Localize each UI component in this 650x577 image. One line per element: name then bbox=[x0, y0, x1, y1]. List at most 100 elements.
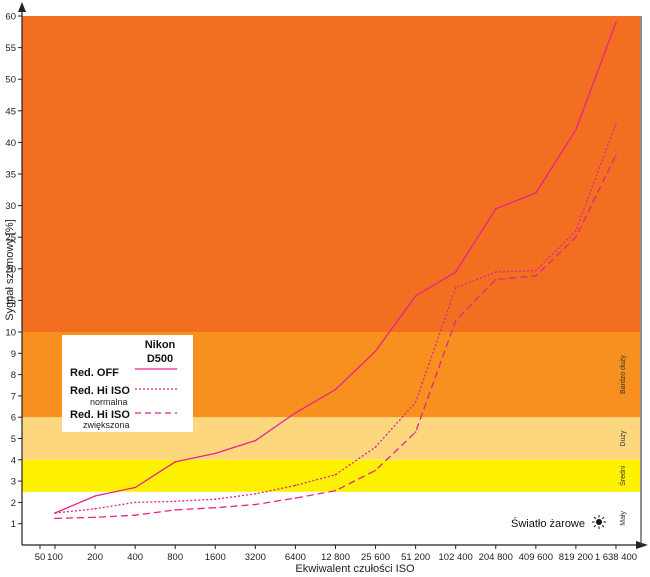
x-tick-label: 1600 bbox=[205, 552, 226, 563]
x-tick-label: 3200 bbox=[245, 552, 266, 563]
x-tick-label: 50 bbox=[35, 552, 46, 563]
series-line-dashed bbox=[54, 154, 617, 520]
x-tick-label: 100 bbox=[47, 552, 63, 563]
y-tick-label: 50 bbox=[5, 75, 16, 86]
y-tick-label: 10 bbox=[5, 328, 16, 339]
data-point bbox=[575, 230, 577, 232]
y-tick-label: 60 bbox=[5, 12, 16, 23]
y-tick-label: 25 bbox=[5, 233, 16, 244]
data-point bbox=[174, 509, 177, 511]
y-tick-label: 2 bbox=[11, 498, 16, 509]
legend-label-hi-iso-normal: Red. Hi ISO bbox=[70, 385, 130, 397]
y-axis-title: Sygnał szumowy [%] bbox=[4, 219, 16, 320]
data-point bbox=[575, 236, 577, 238]
data-point bbox=[54, 512, 56, 514]
y-axis-arrow-icon bbox=[18, 2, 26, 12]
legend-label-hi-iso-increased: Red. Hi ISO bbox=[70, 409, 130, 421]
y-tick-label: 7 bbox=[11, 391, 16, 402]
y-tick-label: 4 bbox=[11, 455, 16, 466]
y-tick-label: 55 bbox=[5, 43, 16, 54]
x-tick-label: 200 bbox=[87, 552, 103, 563]
y-tick-label: 15 bbox=[5, 296, 16, 307]
data-point bbox=[254, 503, 257, 506]
x-tick-label: 25 600 bbox=[361, 552, 390, 563]
data-point bbox=[54, 517, 56, 520]
data-point bbox=[535, 269, 537, 272]
legend-box bbox=[62, 335, 193, 432]
x-tick-label: 6400 bbox=[285, 552, 306, 563]
data-point bbox=[94, 495, 96, 497]
data-point bbox=[615, 154, 617, 156]
annotation-light-source: Światło żarowe bbox=[511, 517, 585, 530]
y-tick-label: 35 bbox=[5, 170, 16, 181]
data-point bbox=[374, 350, 377, 352]
x-tick-label: 204 800 bbox=[479, 552, 513, 563]
data-point bbox=[134, 514, 136, 516]
data-point bbox=[214, 506, 217, 509]
data-point bbox=[414, 295, 417, 297]
data-point bbox=[414, 401, 417, 404]
y-tick-label: 8 bbox=[11, 370, 16, 381]
x-tick-label: 102 400 bbox=[439, 552, 473, 563]
y-tick-label: 20 bbox=[5, 264, 16, 275]
data-point bbox=[254, 439, 257, 442]
data-point bbox=[174, 500, 177, 503]
data-point bbox=[254, 493, 257, 495]
data-point bbox=[615, 21, 617, 24]
data-point bbox=[494, 271, 497, 273]
data-point bbox=[294, 497, 297, 499]
data-point bbox=[454, 319, 457, 322]
data-point bbox=[374, 469, 377, 472]
data-point bbox=[535, 192, 537, 194]
x-tick-label: 800 bbox=[167, 552, 183, 563]
legend-title-line1: Nikon bbox=[145, 339, 176, 351]
legend: Nikon D500 Red. OFF Red. Hi ISO normalna… bbox=[62, 335, 193, 432]
data-point bbox=[414, 431, 417, 433]
data-point bbox=[174, 461, 177, 463]
band-4 bbox=[22, 16, 640, 332]
band-label: Średni bbox=[618, 465, 627, 486]
x-tick-label: 400 bbox=[127, 552, 143, 563]
x-axis-title: Ekwiwalent czułości ISO bbox=[295, 563, 415, 575]
band-0 bbox=[22, 491, 640, 545]
data-point bbox=[615, 122, 617, 125]
band-label: Bardzo duży bbox=[620, 355, 627, 394]
x-tick-label: 409 600 bbox=[519, 552, 553, 563]
y-tick-label: 5 bbox=[11, 434, 16, 445]
y-tick-label: 45 bbox=[5, 106, 16, 117]
x-tick-label: 819 200 bbox=[559, 552, 593, 563]
data-point bbox=[334, 473, 337, 476]
x-tick-label: 12 800 bbox=[321, 552, 350, 563]
data-point bbox=[454, 286, 457, 289]
data-point bbox=[454, 271, 457, 273]
data-point bbox=[94, 516, 96, 519]
band-1 bbox=[22, 459, 640, 492]
data-point bbox=[134, 486, 136, 489]
y-tick-label: 9 bbox=[11, 349, 16, 360]
legend-label-red-off: Red. OFF bbox=[70, 367, 119, 379]
data-point bbox=[94, 507, 96, 510]
data-point bbox=[575, 128, 577, 131]
data-point bbox=[334, 489, 337, 492]
data-point bbox=[374, 446, 377, 448]
legend-sub-normal: normalna bbox=[90, 397, 128, 407]
data-point bbox=[294, 484, 297, 487]
band-label: Duży bbox=[620, 430, 627, 446]
legend-title-line2: D500 bbox=[147, 353, 173, 365]
x-tick-label: 1 638 400 bbox=[595, 552, 637, 563]
y-tick-label: 1 bbox=[11, 519, 16, 530]
bulb-light-icon bbox=[592, 515, 606, 529]
band-label: Mały bbox=[620, 510, 627, 525]
data-point bbox=[535, 274, 537, 277]
data-point bbox=[494, 207, 497, 210]
y-tick-label: 40 bbox=[5, 138, 16, 149]
x-axis-arrow-icon bbox=[636, 541, 648, 549]
legend-sub-increased: zwiększona bbox=[83, 420, 130, 430]
x-tick-label: 51 200 bbox=[401, 552, 430, 563]
data-point bbox=[134, 501, 136, 504]
data-point bbox=[334, 388, 337, 391]
data-point bbox=[214, 498, 217, 501]
y-tick-label: 30 bbox=[5, 201, 16, 212]
data-point bbox=[294, 412, 297, 414]
